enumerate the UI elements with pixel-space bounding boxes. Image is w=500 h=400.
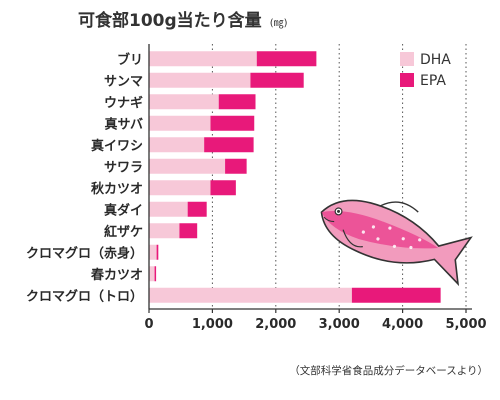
- bar-epa-11: [351, 287, 441, 303]
- bar-epa-3: [210, 115, 255, 131]
- x-tick-label-0: 0: [144, 317, 153, 332]
- category-label-10: 春カツオ: [90, 267, 143, 283]
- x-tick-label-3: 3,000: [319, 317, 360, 332]
- category-label-4: 真イワシ: [91, 138, 143, 154]
- chart-title-text: 可食部100g当たり含量: [78, 10, 262, 31]
- bar-dha-5: [149, 158, 226, 174]
- axes: [148, 44, 472, 313]
- bar-dha-1: [149, 72, 251, 88]
- bar-dha-3: [149, 115, 211, 131]
- bar-epa-10: [154, 266, 157, 282]
- x-tick-label-4: 4,000: [382, 317, 423, 332]
- legend-label-epa: EPA: [420, 73, 446, 89]
- category-label-0: ブリ: [117, 52, 143, 68]
- source-note: （文部科学省食品成分データベースより）: [289, 364, 488, 377]
- x-tick-label-2: 2,000: [255, 317, 296, 332]
- x-tick-label-5: 5,000: [445, 317, 486, 332]
- category-label-8: 紅ザケ: [104, 224, 143, 240]
- bar-dha-8: [149, 223, 180, 239]
- bar-dha-2: [149, 94, 219, 110]
- bar-dha-7: [149, 201, 188, 217]
- bar-epa-2: [218, 94, 256, 110]
- legend-label-dha: DHA: [420, 52, 451, 68]
- bar-dha-10: [149, 266, 155, 282]
- chart-title-unit: (㎎): [270, 18, 288, 29]
- fish-illustration-icon: [320, 199, 473, 287]
- bar-dha-6: [149, 180, 211, 196]
- x-tick-label-1: 1,000: [192, 317, 233, 332]
- category-label-7: 真ダイ: [104, 202, 143, 218]
- category-label-3: 真サバ: [105, 116, 143, 132]
- legend-swatch-epa: [400, 73, 414, 87]
- bar-epa-1: [250, 72, 304, 88]
- bar-epa-6: [210, 180, 236, 196]
- bar-epa-5: [225, 158, 247, 174]
- category-label-9: クロマグロ（赤身）: [26, 245, 143, 261]
- chart-title: 可食部100g当たり含量 (㎎): [78, 10, 288, 31]
- bar-dha-11: [149, 287, 352, 303]
- bar-epa-9: [156, 244, 159, 260]
- bar-dha-0: [149, 51, 257, 67]
- bar-epa-8: [179, 223, 198, 239]
- legend-swatch-dha: [400, 52, 414, 66]
- bar-dha-9: [149, 244, 157, 260]
- bar-epa-4: [204, 137, 254, 153]
- category-label-6: 秋カツオ: [91, 181, 143, 197]
- x-tick-labels: 0 1,000 2,000 3,000 4,000 5,000: [144, 317, 486, 332]
- category-label-1: サンマ: [104, 74, 143, 89]
- category-label-11: クロマグロ（トロ）: [26, 288, 143, 304]
- category-label-2: ウナギ: [104, 95, 143, 111]
- bar-epa-0: [256, 51, 317, 67]
- legend: DHA EPA: [400, 52, 451, 89]
- bar-dha-4: [149, 137, 205, 153]
- grid-lines: [211, 44, 467, 309]
- bars: [149, 51, 441, 303]
- category-label-5: サワラ: [104, 160, 143, 175]
- bar-epa-7: [187, 201, 207, 217]
